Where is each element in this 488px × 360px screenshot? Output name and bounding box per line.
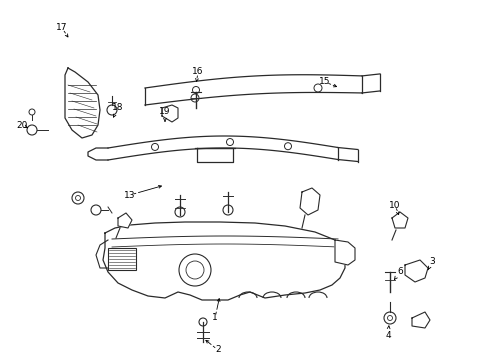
- Text: 2: 2: [215, 346, 221, 355]
- Text: 1: 1: [212, 314, 218, 323]
- Text: 13: 13: [124, 190, 136, 199]
- Polygon shape: [334, 240, 354, 265]
- Text: 17: 17: [56, 23, 68, 32]
- Text: 15: 15: [319, 77, 330, 86]
- Text: 6: 6: [396, 267, 402, 276]
- Text: 3: 3: [428, 257, 434, 266]
- Text: 16: 16: [192, 68, 203, 77]
- Polygon shape: [118, 213, 132, 228]
- Polygon shape: [411, 312, 429, 328]
- Text: 18: 18: [112, 104, 123, 112]
- Text: 20: 20: [16, 121, 28, 130]
- Text: 10: 10: [388, 201, 400, 210]
- Polygon shape: [103, 222, 345, 300]
- Polygon shape: [404, 260, 427, 282]
- Text: 4: 4: [385, 330, 390, 339]
- Polygon shape: [65, 68, 100, 138]
- Polygon shape: [391, 212, 407, 228]
- Polygon shape: [162, 105, 178, 122]
- Text: 19: 19: [159, 108, 170, 117]
- Polygon shape: [299, 188, 319, 215]
- Bar: [108, 248, 136, 270]
